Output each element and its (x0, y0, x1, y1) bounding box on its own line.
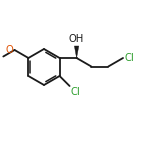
Text: Cl: Cl (71, 87, 80, 97)
Text: Cl: Cl (124, 53, 134, 63)
Text: OH: OH (69, 34, 84, 44)
Polygon shape (74, 46, 79, 58)
Text: O: O (6, 45, 14, 55)
